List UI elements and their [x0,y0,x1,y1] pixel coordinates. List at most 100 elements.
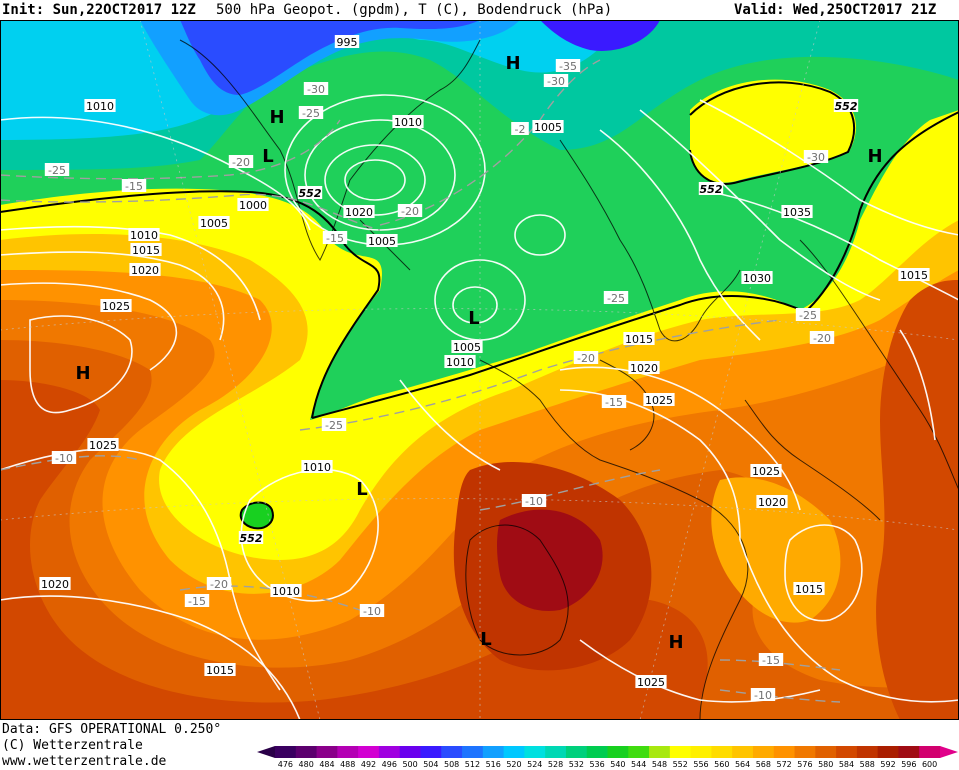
low-pressure-center: L [480,629,491,650]
svg-text:-25: -25 [302,107,320,120]
svg-text:552: 552 [700,183,723,196]
svg-text:-10: -10 [525,495,543,508]
legend-swatch [275,746,297,758]
legend-tick-label: 564 [735,760,750,769]
pressure-label: 1015 [898,268,930,282]
temperature-label: -25 [321,418,347,432]
legend-tick-label: 548 [652,760,667,769]
valid-time: Valid: Wed,25OCT2017 21Z [734,2,937,18]
pressure-label: 1010 [392,115,424,129]
legend-tick-label: 520 [506,760,521,769]
legend-swatch [898,746,920,758]
pressure-label: 1020 [129,263,161,277]
legend-swatch [649,746,671,758]
legend-arrow-right [940,746,958,758]
legend-arrow-left [257,746,275,758]
temperature-label: -25 [298,106,324,120]
legend-swatch [524,746,546,758]
temperature-label: -20 [206,577,232,591]
legend-swatch [877,746,899,758]
isobars [0,94,959,720]
legend-tick-label: 544 [631,760,646,769]
temperature-label: -25 [603,291,629,305]
svg-text:1015: 1015 [625,333,653,346]
legend-swatch [545,746,567,758]
svg-text:-25: -25 [325,419,343,432]
svg-text:1005: 1005 [200,217,228,230]
legend-swatch [856,746,879,758]
pressure-label: 1005 [198,216,230,230]
color-legend: 476 480 484 488 492 496 500 504 508 512 516 520 524 5… [257,746,958,769]
legend-swatch [316,746,338,758]
pressure-label: 1025 [643,393,675,407]
legend-tick-label: 524 [527,760,542,769]
legend-swatch [482,746,505,758]
geopotential-label: 552 [238,531,264,545]
legend-swatch [607,746,629,758]
svg-text:1020: 1020 [131,264,159,277]
svg-text:1015: 1015 [795,583,823,596]
high-pressure-center: H [668,632,683,653]
pressure-label: 1020 [343,205,375,219]
legend-tick-label: 504 [423,760,438,769]
temperature-label: -10 [521,494,547,508]
legend-swatch [732,746,754,758]
temperature-label: -20 [228,155,254,169]
temperature-label: -35 [555,59,581,73]
svg-text:-30: -30 [547,75,565,88]
temperature-label: -10 [359,604,385,618]
svg-text:1025: 1025 [645,394,673,407]
geopotential-label: 552 [833,99,859,113]
svg-text:1025: 1025 [89,439,117,452]
chart-title: 500 hPa Geopot. (gpdm), T (C), Bodendruc… [216,2,613,18]
svg-text:1020: 1020 [345,206,373,219]
svg-text:995: 995 [337,36,358,49]
svg-text:-15: -15 [762,654,780,667]
legend-swatch [358,746,380,758]
temperature-labels: -30 -25 -20 -25 -15 -20 -15 -35 -30 -2 -30 -25 -25 -2… [44,59,835,702]
svg-text:-20: -20 [401,205,419,218]
website-url: www.wetterzentrale.de [2,754,167,769]
legend-swatch [815,746,837,758]
svg-text:-25: -25 [607,292,625,305]
pressure-label: 1015 [130,243,162,257]
legend-tick-label: 500 [402,760,417,769]
pressure-label: 1025 [635,675,667,689]
pressure-label: 1010 [84,99,116,113]
geopotential-label: 552 [698,182,724,196]
pressure-label: 1000 [237,198,269,212]
legend-swatch [836,746,858,758]
svg-text:1010: 1010 [394,116,422,129]
svg-text:-15: -15 [188,595,206,608]
pressure-label: 1015 [623,332,655,346]
svg-text:552: 552 [835,100,858,113]
legend-tick-label: 492 [361,760,376,769]
pressure-label: 1030 [741,271,773,285]
legend-swatch [628,746,650,758]
legend-tick-label: 600 [922,760,937,769]
temperature-label: -15 [184,594,210,608]
svg-text:1020: 1020 [758,496,786,509]
high-pressure-center: H [867,146,882,167]
legend-tick-label: 528 [548,760,563,769]
svg-text:-10: -10 [55,452,73,465]
svg-text:-15: -15 [605,396,623,409]
svg-text:-15: -15 [125,180,143,193]
legend-swatch [420,746,442,758]
svg-text:1010: 1010 [130,229,158,242]
svg-text:-35: -35 [559,60,577,73]
temperature-label: -15 [322,231,348,245]
temperature-label: -15 [121,179,147,193]
temperature-label: -20 [809,331,835,345]
pressure-label: 1025 [100,299,132,313]
legend-swatch [295,746,318,758]
legend-swatch [773,746,796,758]
legend-swatch [690,746,712,758]
svg-text:1010: 1010 [86,100,114,113]
temperature-label: -15 [601,395,627,409]
svg-text:1010: 1010 [272,585,300,598]
pressure-label: 1015 [793,582,825,596]
legend-swatch [378,746,401,758]
temperature-label: -20 [397,204,423,218]
